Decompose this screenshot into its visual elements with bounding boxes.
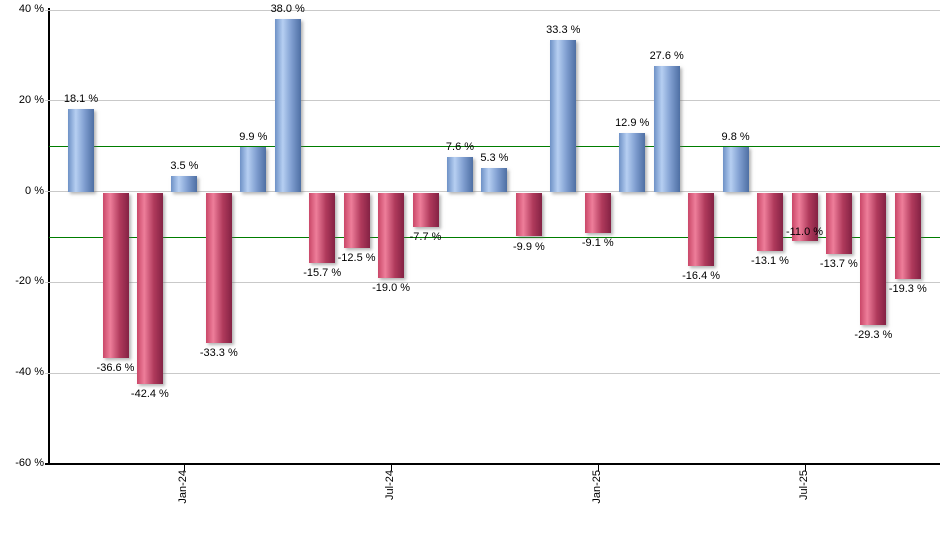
y-axis-tick-label: 20 % — [18, 93, 44, 106]
bar-19 — [722, 147, 749, 192]
bar-value-label: -36.6 % — [96, 361, 135, 374]
bar-11 — [447, 157, 473, 192]
x-axis-tick-label: Jul-24 — [384, 470, 397, 500]
bar-18 — [688, 192, 715, 267]
bar-15 — [584, 192, 611, 233]
gridline-40 — [45, 9, 940, 11]
gridline-0 — [45, 191, 940, 193]
y-axis-tick-label: -20 % — [15, 275, 44, 288]
bar-4 — [205, 192, 232, 343]
reference-line-10 — [49, 145, 940, 147]
bar-6 — [274, 19, 301, 192]
bar-value-label: -29.3 % — [854, 328, 893, 341]
bar-12 — [481, 167, 508, 192]
bar-value-label: 38.0 % — [270, 3, 305, 16]
x-axis-tick-mark — [184, 464, 186, 471]
x-axis-tick-label: Jan-24 — [177, 470, 190, 504]
bar-value-label: 9.8 % — [721, 131, 750, 144]
bar-14 — [550, 40, 577, 192]
gridline--20 — [45, 281, 940, 283]
bar-10 — [412, 192, 439, 227]
bar-23 — [860, 192, 887, 325]
bar-0 — [68, 109, 94, 192]
bar-1 — [102, 192, 129, 358]
bar-13 — [515, 192, 542, 237]
x-axis-tick-label: Jan-25 — [590, 470, 603, 504]
bar-value-label: 3.5 % — [170, 159, 199, 172]
bar-7 — [309, 192, 336, 263]
x-axis-tick-mark — [597, 464, 599, 471]
x-axis-tick-mark — [804, 464, 806, 471]
bar-5 — [240, 146, 267, 192]
y-axis-tick-label: -40 % — [15, 366, 44, 379]
bar-22 — [825, 192, 852, 254]
bar-value-label: 18.1 % — [63, 93, 99, 106]
reference-line--10 — [49, 236, 940, 238]
bar-2 — [136, 192, 163, 385]
y-axis-tick-label: 40 % — [18, 3, 44, 15]
bar-16 — [619, 133, 646, 192]
bar-value-label: -11.0 % — [785, 225, 824, 238]
bar-value-label: 5.3 % — [480, 151, 509, 164]
x-axis-tick-label: Jul-25 — [797, 470, 810, 500]
bar-value-label: 27.6 % — [649, 50, 684, 63]
bar-value-label: -42.4 % — [130, 388, 169, 401]
bar-24 — [894, 192, 921, 280]
gridline-20 — [45, 100, 940, 102]
x-axis-line — [45, 463, 940, 465]
bar-value-label: -19.0 % — [372, 281, 411, 294]
bar-3 — [171, 175, 198, 192]
bar-21 — [791, 192, 818, 242]
bar-value-label: -12.5 % — [337, 252, 376, 265]
x-axis-tick-mark — [391, 464, 393, 471]
bar-value-label: -15.7 % — [303, 266, 342, 279]
gridline--40 — [45, 372, 940, 374]
bar-value-label: 7.6 % — [445, 141, 475, 154]
bar-value-label: 12.9 % — [615, 117, 650, 129]
bar-value-label: -9.1 % — [581, 236, 614, 249]
bar-value-label: 33.3 % — [546, 24, 581, 37]
bar-value-label: -33.3 % — [199, 346, 238, 359]
bar-20 — [757, 192, 783, 252]
y-axis-tick-label: 0 % — [25, 184, 44, 197]
bar-value-label: -13.7 % — [819, 257, 858, 270]
bar-value-label: -16.4 % — [682, 270, 721, 283]
bar-17 — [653, 66, 680, 192]
y-axis-tick-label: -60 % — [15, 457, 44, 469]
bar-value-label: -19.3 % — [888, 283, 927, 296]
bar-value-label: 9.9 % — [239, 130, 268, 143]
bar-value-label: -7.7 % — [409, 230, 442, 243]
bar-value-label: -13.1 % — [751, 255, 789, 268]
bar-9 — [378, 192, 405, 278]
bar-value-label: -9.9 % — [512, 240, 545, 253]
bar-8 — [343, 192, 370, 249]
